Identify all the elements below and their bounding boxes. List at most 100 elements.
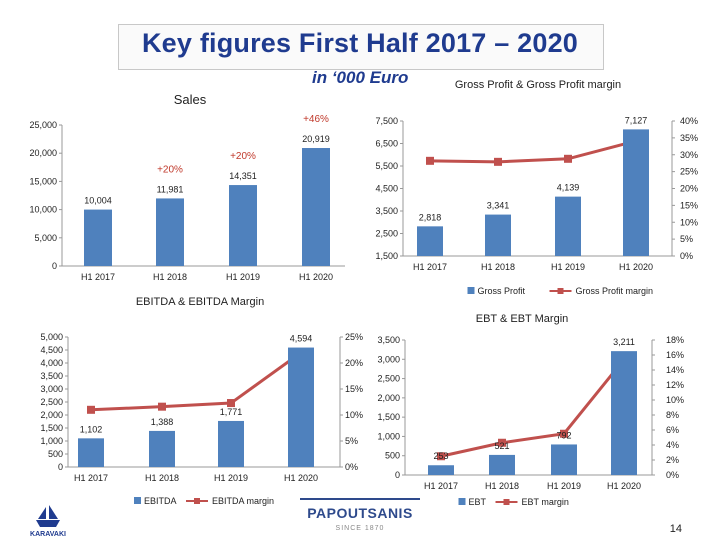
ebt-x-tick-label: H1 2017 (424, 481, 458, 491)
gross_profit-y2-tick-label: 40% (680, 116, 698, 126)
ebitda-bar (149, 430, 175, 467)
ebitda-y2-tick-label: 10% (345, 410, 363, 420)
slide-subtitle: in ‘000 Euro (312, 68, 409, 87)
gross_profit-x-tick-label: H1 2017 (413, 262, 447, 272)
gross_profit-legend-line-marker (557, 288, 564, 294)
gross_profit-y-tick-label: 6,500 (375, 139, 398, 149)
gross_profit-y-tick-label: 2,500 (375, 229, 398, 239)
ebitda-margin-point (158, 402, 166, 411)
ebt-margin-point (437, 452, 445, 461)
ebt-bar-value-label: 253 (433, 451, 448, 461)
sales-growth-label: +20% (157, 164, 183, 175)
gross_profit-margin-line (429, 139, 637, 164)
ebitda-margin-line (90, 351, 302, 412)
sales-chart-title: Sales (174, 92, 207, 107)
gross_profit-y2-tick-label: 35% (680, 133, 698, 143)
ebitda-x-tick-label: H1 2017 (74, 473, 108, 483)
sales-bar (302, 148, 330, 266)
sales-growth-label: +20% (230, 151, 256, 162)
ebitda-x-tick-label: H1 2019 (214, 473, 248, 483)
gross_profit-bar-value-label: 4,139 (557, 183, 580, 193)
ebt-legend-bar-label: EBT (469, 497, 487, 507)
ebt-margin-line (440, 358, 626, 458)
ebitda-legend-bar-swatch (134, 497, 141, 504)
ebt-y-tick-label: 2,000 (377, 393, 400, 403)
ebitda-margin-point (87, 405, 95, 414)
ebitda-y-tick-label: 3,500 (40, 371, 63, 381)
ebt-y2-tick-label: 6% (666, 425, 679, 435)
karavaki-logo-text: KARAVAKI (30, 531, 66, 538)
ebitda-y2-tick-label: 0% (345, 462, 358, 472)
sales-bar-value-label: 20,919 (302, 134, 330, 144)
ebitda-y-tick-label: 3,000 (40, 384, 63, 394)
sales-y-tick-label: 15,000 (29, 176, 57, 186)
ebt-y-tick-label: 3,500 (377, 335, 400, 345)
ebt-y2-tick-label: 16% (666, 350, 684, 360)
ebitda-chart-title: EBITDA & EBITDA Margin (136, 296, 264, 308)
ebt-x-tick-label: H1 2019 (547, 481, 581, 491)
sales-growth-label: +46% (303, 114, 329, 125)
karavaki-sail-left (38, 507, 46, 519)
gross_profit-margin-point (564, 154, 572, 163)
gross_profit-y-tick-label: 7,500 (375, 116, 398, 126)
gross_profit-x-tick-label: H1 2019 (551, 262, 585, 272)
sales-x-tick-label: H1 2019 (226, 272, 260, 282)
ebt-margin-point (560, 429, 568, 438)
ebitda-y-tick-label: 4,500 (40, 345, 63, 355)
gross_profit-margin-point (494, 157, 502, 166)
ebitda-margin-point (227, 399, 235, 408)
sales-bar-value-label: 10,004 (84, 196, 112, 206)
ebt-y-tick-label: 3,000 (377, 354, 400, 364)
gross_profit-y-tick-label: 1,500 (375, 251, 398, 261)
gross_profit-y2-tick-label: 30% (680, 150, 698, 160)
sales-bar (229, 185, 257, 266)
ebt-y-tick-label: 1,000 (377, 431, 400, 441)
gross_profit-x-tick-label: H1 2020 (619, 262, 653, 272)
gross_profit-y-tick-label: 3,500 (375, 206, 398, 216)
ebt-bar (489, 454, 515, 475)
ebitda-x-tick-label: H1 2020 (284, 473, 318, 483)
ebt-x-tick-label: H1 2020 (607, 481, 641, 491)
ebt-legend-line-marker (503, 499, 510, 505)
ebt-y2-tick-label: 2% (666, 455, 679, 465)
ebitda-bar-value-label: 4,594 (290, 334, 313, 344)
ebt-y-tick-label: 500 (385, 451, 400, 461)
title-frame (118, 24, 604, 70)
ebitda-y2-tick-label: 20% (345, 358, 363, 368)
gross_profit-y-tick-label: 4,500 (375, 184, 398, 194)
ebitda-y-tick-label: 0 (58, 462, 63, 472)
gross_profit-y2-tick-label: 10% (680, 217, 698, 227)
gross_profit-y2-tick-label: 5% (680, 234, 693, 244)
ebitda-y2-tick-label: 25% (345, 332, 363, 342)
ebt-y-tick-label: 1,500 (377, 412, 400, 422)
gross_profit-bar (555, 196, 581, 256)
sales-y-tick-label: 25,000 (29, 120, 57, 130)
ebitda-y-tick-label: 1,000 (40, 436, 63, 446)
ebitda-y-tick-label: 500 (48, 449, 63, 459)
ebt-bar-value-label: 792 (556, 430, 571, 440)
ebitda-y2-tick-label: 15% (345, 384, 363, 394)
karavaki-hull (36, 520, 60, 527)
ebitda-legend-line-label: EBITDA margin (212, 496, 274, 506)
ebt-y2-tick-label: 12% (666, 380, 684, 390)
ebt-chart-title: EBT & EBT Margin (476, 313, 569, 325)
ebitda-bar-value-label: 1,771 (220, 407, 243, 417)
ebt-y2-tick-label: 14% (666, 365, 684, 375)
sales-bar-value-label: 14,351 (229, 171, 257, 181)
ebt-y2-tick-label: 0% (666, 470, 679, 480)
ebt-bar (611, 351, 637, 475)
brand-rule (300, 498, 420, 500)
ebt-y-tick-label: 2,500 (377, 374, 400, 384)
gross_profit-legend-bar-swatch (467, 287, 475, 294)
gross_profit-y2-tick-label: 25% (680, 167, 698, 177)
ebitda-y2-tick-label: 5% (345, 436, 358, 446)
gross_profit-x-tick-label: H1 2018 (481, 262, 515, 272)
ebitda-y-tick-label: 1,500 (40, 423, 63, 433)
brand-wordmark: PAPOUTSANIS (307, 505, 413, 521)
gross_profit-bar-value-label: 2,818 (419, 212, 442, 222)
karavaki-sail-right (49, 505, 58, 519)
ebt-y2-tick-label: 18% (666, 335, 684, 345)
ebt-bar-value-label: 521 (494, 441, 509, 451)
